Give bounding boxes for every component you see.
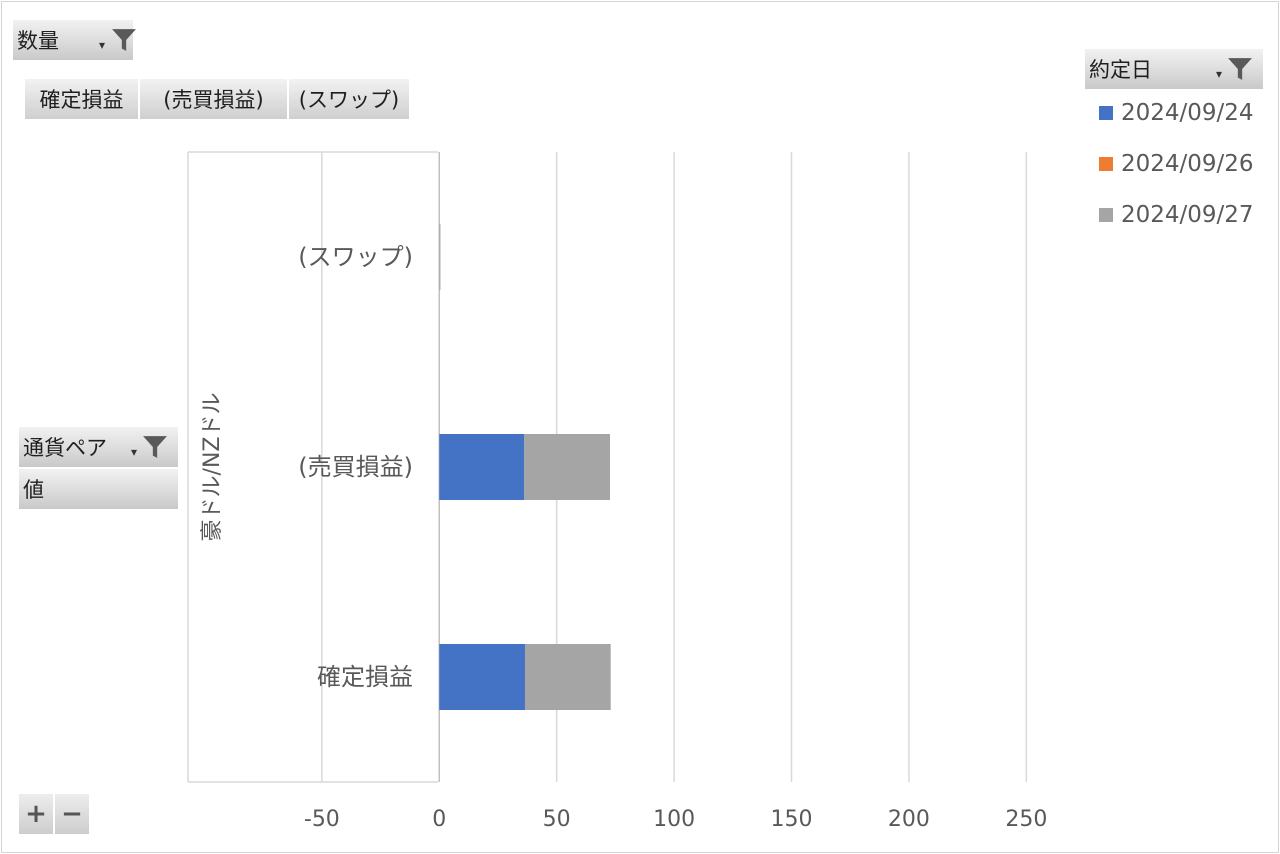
value-field-button[interactable]: 確定損益 (25, 79, 139, 119)
values-field-button[interactable]: 値 (19, 469, 178, 509)
dropdown-icon: ▾ (99, 38, 106, 52)
plus-icon: + (25, 799, 47, 829)
bar-segment (439, 434, 525, 500)
category-label: (スワップ) (298, 243, 413, 271)
filter-icon (1228, 58, 1252, 80)
bar-segment (439, 644, 525, 710)
currency-pair-filter-button[interactable]: 通貨ペア ▾ (19, 427, 178, 467)
legend-label: 2024/09/27 (1121, 202, 1254, 228)
x-tick-label: 200 (888, 807, 930, 832)
filter-icon (112, 29, 136, 51)
filter-icon (143, 436, 167, 458)
x-tick-label: 50 (543, 807, 571, 832)
x-tick-label: 100 (653, 807, 695, 832)
value-field-label: (売買損益) (163, 88, 264, 112)
legend-swatch (1099, 157, 1113, 171)
quantity-filter-label: 数量 (17, 29, 59, 53)
bar-segment (524, 434, 610, 500)
minus-icon: − (61, 799, 83, 829)
legend-label: 2024/09/26 (1121, 151, 1254, 177)
values-field-label: 値 (23, 478, 44, 502)
legend-item: 2024/09/24 (1099, 100, 1254, 126)
x-tick-label: 150 (771, 807, 813, 832)
x-tick-label: 250 (1005, 807, 1047, 832)
x-tick-label: -50 (304, 807, 340, 832)
category-label: 確定損益 (317, 663, 413, 691)
trade-date-filter-button[interactable]: 約定日 ▾ (1085, 49, 1263, 89)
expand-button[interactable]: + (19, 794, 53, 834)
dropdown-icon: ▾ (1216, 67, 1223, 81)
dropdown-icon: ▾ (131, 445, 138, 459)
trade-date-filter-label: 約定日 (1089, 58, 1152, 82)
value-field-button[interactable]: (スワップ) (289, 79, 410, 119)
currency-pair-filter-label: 通貨ペア (23, 436, 107, 460)
value-field-label: 確定損益 (39, 88, 124, 112)
collapse-button[interactable]: − (55, 794, 89, 834)
legend-swatch (1099, 208, 1113, 222)
group-label: 豪ドル/NZドル (200, 393, 225, 542)
legend-label: 2024/09/24 (1121, 100, 1254, 126)
value-field-label: (スワップ) (298, 88, 400, 112)
quantity-filter-button[interactable]: 数量 ▾ (13, 20, 136, 60)
category-label: (売買損益) (298, 453, 413, 481)
x-tick-label: 0 (432, 807, 446, 832)
bar-segment (524, 644, 611, 710)
legend-item: 2024/09/26 (1099, 151, 1254, 177)
legend-item: 2024/09/27 (1099, 202, 1254, 228)
bar-segment (439, 224, 441, 290)
value-field-button[interactable]: (売買損益) (140, 79, 288, 119)
legend-swatch (1099, 106, 1113, 120)
